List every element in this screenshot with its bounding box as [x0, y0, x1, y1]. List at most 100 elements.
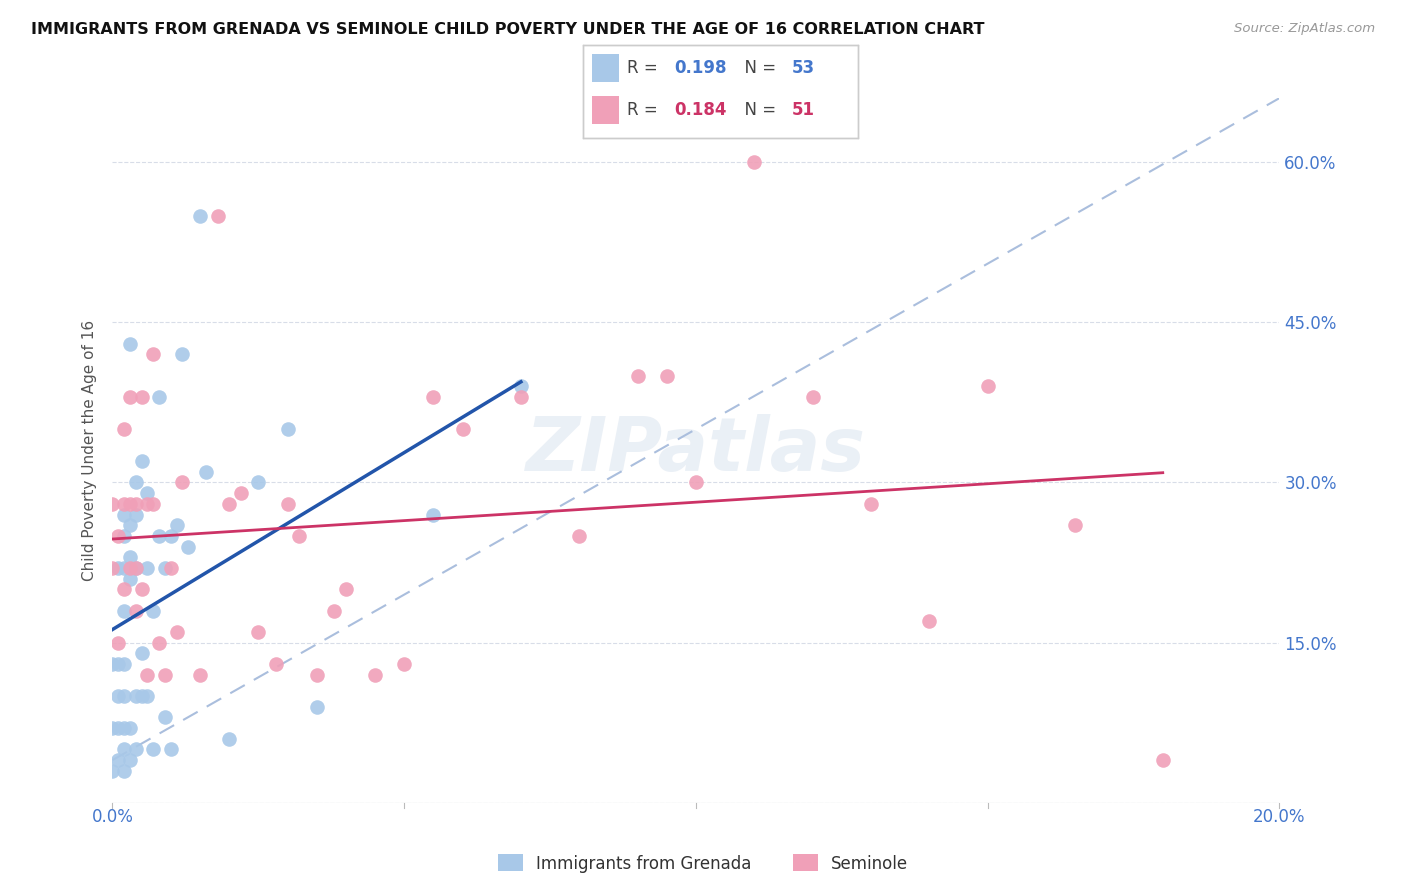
Point [394, 657, 416, 671]
Text: R =: R = [627, 59, 664, 77]
Point [247, 475, 270, 490]
Point [131, 454, 153, 468]
Point [118, 336, 141, 351]
Point [207, 209, 229, 223]
Point [172, 475, 194, 490]
Point [627, 368, 650, 383]
Text: 53: 53 [792, 59, 815, 77]
Point [188, 209, 211, 223]
Point [125, 561, 148, 575]
Point [509, 390, 531, 404]
Point [107, 529, 129, 543]
Point [801, 390, 824, 404]
Point [247, 624, 270, 639]
Point [112, 604, 135, 618]
Point [142, 497, 165, 511]
Text: IMMIGRANTS FROM GRENADA VS SEMINOLE CHILD POVERTY UNDER THE AGE OF 16 CORRELATIO: IMMIGRANTS FROM GRENADA VS SEMINOLE CHIL… [31, 22, 984, 37]
Point [172, 347, 194, 361]
Bar [592, 96, 619, 124]
Point [112, 582, 135, 597]
Point [655, 368, 678, 383]
Point [166, 518, 188, 533]
Point [305, 667, 328, 681]
Point [112, 764, 135, 778]
Point [112, 529, 135, 543]
Point [153, 710, 176, 724]
Point [160, 561, 183, 575]
Point [276, 497, 298, 511]
Point [422, 508, 444, 522]
Point [136, 689, 159, 703]
Point [125, 561, 148, 575]
Point [305, 699, 328, 714]
Point [160, 742, 183, 756]
Point [107, 721, 129, 735]
Point [131, 582, 153, 597]
Point [976, 379, 998, 393]
Point [568, 529, 591, 543]
Point [1064, 518, 1087, 533]
Point [118, 550, 141, 565]
Point [218, 731, 240, 746]
Point [107, 689, 129, 703]
Point [112, 721, 135, 735]
Point [142, 604, 165, 618]
Point [101, 721, 124, 735]
Point [218, 497, 240, 511]
Point [125, 604, 148, 618]
Point [112, 657, 135, 671]
Point [860, 497, 883, 511]
Point [118, 390, 141, 404]
Text: 0.198: 0.198 [673, 59, 727, 77]
Point [125, 742, 148, 756]
Y-axis label: Child Poverty Under the Age of 16: Child Poverty Under the Age of 16 [82, 320, 97, 581]
Point [685, 475, 707, 490]
Text: 0.184: 0.184 [673, 101, 727, 120]
Point [918, 615, 941, 629]
Point [264, 657, 287, 671]
Bar [592, 54, 619, 82]
Point [101, 497, 124, 511]
Point [101, 657, 124, 671]
Point [136, 486, 159, 500]
Point [112, 508, 135, 522]
Point [276, 422, 298, 436]
Point [166, 624, 188, 639]
Text: N =: N = [734, 101, 782, 120]
Point [177, 540, 200, 554]
Point [160, 529, 183, 543]
Point [136, 497, 159, 511]
Point [131, 646, 153, 660]
Point [101, 561, 124, 575]
Legend: Immigrants from Grenada, Seminole: Immigrants from Grenada, Seminole [491, 847, 915, 880]
Point [101, 764, 124, 778]
Text: R =: R = [627, 101, 664, 120]
Point [742, 155, 765, 169]
Point [125, 508, 148, 522]
Point [118, 753, 141, 767]
Point [188, 667, 211, 681]
Point [136, 667, 159, 681]
Point [125, 497, 148, 511]
Point [107, 753, 129, 767]
Point [148, 635, 170, 649]
Point [118, 561, 141, 575]
Point [323, 604, 346, 618]
Point [153, 667, 176, 681]
Point [509, 379, 531, 393]
Point [118, 572, 141, 586]
Point [131, 689, 153, 703]
Point [335, 582, 357, 597]
Point [118, 518, 141, 533]
Point [112, 689, 135, 703]
Point [288, 529, 311, 543]
Point [142, 347, 165, 361]
Point [112, 742, 135, 756]
Point [451, 422, 474, 436]
Point [118, 721, 141, 735]
Point [107, 657, 129, 671]
Point [422, 390, 444, 404]
Point [131, 390, 153, 404]
Point [125, 475, 148, 490]
Point [364, 667, 387, 681]
